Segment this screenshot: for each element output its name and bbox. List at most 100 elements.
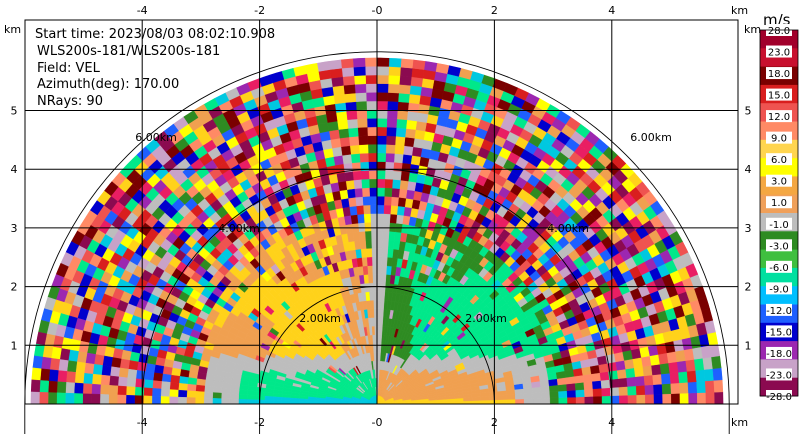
range-gate-cell	[591, 372, 602, 382]
info-instrument: WLS200s-181/WLS200s-181	[37, 44, 220, 59]
range-gate-cell	[342, 75, 355, 86]
range-gate-cell	[178, 376, 189, 385]
range-gate-cell	[212, 392, 222, 399]
range-gate-cell	[151, 395, 161, 404]
range-gate-cell	[376, 178, 386, 188]
range-gate-cell	[376, 291, 382, 301]
range-gate-cell	[398, 84, 411, 95]
range-gate-cell	[195, 384, 206, 393]
range-gate-cell	[179, 369, 190, 378]
range-gate-cell	[532, 398, 542, 404]
range-gate-cell	[335, 110, 348, 122]
range-gate-cell	[66, 360, 78, 373]
range-gate-cell	[601, 387, 611, 397]
range-gate-cell	[566, 389, 577, 398]
range-gate-cell	[376, 126, 387, 137]
range-gate-cell	[532, 392, 542, 399]
range-gate-cell	[386, 109, 398, 120]
range-gate-cell	[388, 231, 396, 241]
y-tick-label-left: 4	[11, 163, 18, 176]
range-gate-cell	[101, 365, 112, 377]
range-gate-cell	[573, 374, 584, 384]
range-gate-cell	[391, 187, 400, 198]
x-tick-label-top: -2	[254, 4, 265, 17]
range-gate-cell	[397, 101, 409, 112]
colorbar-label: -3.0	[769, 241, 789, 252]
range-gate-cell	[74, 372, 85, 384]
range-gate-cell	[352, 170, 362, 181]
range-gate-cell	[651, 363, 662, 376]
range-gate-cell	[359, 152, 369, 163]
range-gate-cell	[186, 397, 196, 404]
range-gate-cell	[397, 197, 407, 208]
range-gate-cell	[170, 367, 182, 377]
range-gate-cell	[583, 381, 594, 390]
range-gate-cell	[387, 239, 395, 250]
range-gate-cell	[99, 384, 110, 395]
range-gate-cell	[330, 137, 342, 149]
range-gate-cell	[369, 204, 378, 214]
range-gate-cell	[358, 231, 366, 241]
x-tick-label-bottom: -4	[137, 416, 148, 429]
colorbar-label: -12.0	[766, 306, 792, 317]
range-gate-cell	[702, 356, 714, 370]
range-gate-cell	[357, 126, 368, 137]
range-gate-cell	[615, 360, 626, 371]
colorbar-label: 23.0	[768, 48, 790, 59]
range-gate-cell	[390, 205, 399, 215]
range-gate-cell	[523, 398, 533, 404]
range-gate-cell	[264, 395, 274, 401]
y-tick-label-left: 3	[11, 222, 18, 235]
range-gate-cell	[376, 282, 382, 292]
range-gate-cell	[635, 375, 646, 387]
range-gate-cell	[353, 66, 366, 77]
range-gate-cell	[627, 394, 637, 404]
range-gate-cell	[178, 382, 188, 391]
range-gate-cell	[328, 129, 340, 140]
range-gate-cell	[404, 128, 416, 139]
colorbar-label: -18.0	[766, 349, 792, 360]
range-gate-cell	[91, 393, 101, 404]
range-gate-cell	[160, 388, 170, 397]
range-gate-cell	[376, 92, 389, 102]
range-gate-cell	[711, 355, 722, 369]
range-gate-cell	[653, 393, 663, 404]
range-gate-cell	[626, 376, 637, 387]
range-gate-cell	[644, 394, 655, 404]
range-gate-cell	[376, 187, 385, 197]
range-gate-cell	[152, 380, 162, 390]
range-gate-cell	[47, 380, 58, 394]
x-tick-label-bottom: -0	[372, 416, 383, 429]
range-gate-cell	[343, 84, 356, 95]
range-gate-cell	[100, 374, 111, 386]
range-gate-cell	[385, 274, 391, 284]
range-gate-cell	[618, 386, 629, 396]
range-gate-cell	[696, 380, 707, 394]
range-gate-cell	[670, 393, 681, 404]
range-gate-cell	[644, 384, 655, 395]
ring-label-2km-left: 2.00km	[299, 312, 341, 325]
range-gate-cell	[385, 135, 396, 146]
range-gate-cell	[387, 83, 400, 94]
range-gate-cell	[402, 145, 414, 156]
range-gate-cell	[369, 187, 378, 197]
range-gate-cell	[161, 373, 172, 383]
colorbar-label: -1.0	[769, 220, 789, 231]
range-gate-cell	[344, 171, 354, 182]
range-gate-cell	[389, 213, 398, 224]
range-gate-cell	[688, 392, 698, 404]
range-gate-cell	[110, 357, 122, 369]
range-gate-cell	[393, 153, 404, 164]
range-gate-cell	[497, 399, 508, 404]
range-gate-cell	[410, 155, 421, 166]
range-gate-cell	[540, 385, 550, 393]
range-gate-cell	[358, 144, 369, 154]
range-gate-cell	[403, 206, 412, 217]
range-gate-cell	[194, 397, 205, 404]
range-gate-cell	[381, 247, 389, 258]
range-gate-cell	[127, 368, 138, 379]
range-gate-cell	[549, 391, 559, 399]
range-gate-cell	[370, 213, 378, 223]
range-gate-cell	[506, 394, 516, 400]
